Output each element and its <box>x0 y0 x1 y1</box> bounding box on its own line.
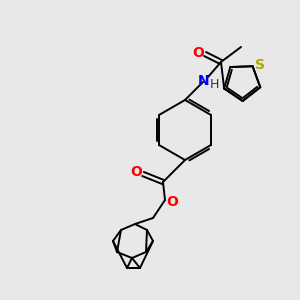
Text: N: N <box>198 74 210 88</box>
Text: O: O <box>192 46 204 60</box>
Text: O: O <box>166 195 178 209</box>
Text: O: O <box>130 165 142 179</box>
Text: S: S <box>255 58 265 72</box>
Text: H: H <box>209 77 219 91</box>
